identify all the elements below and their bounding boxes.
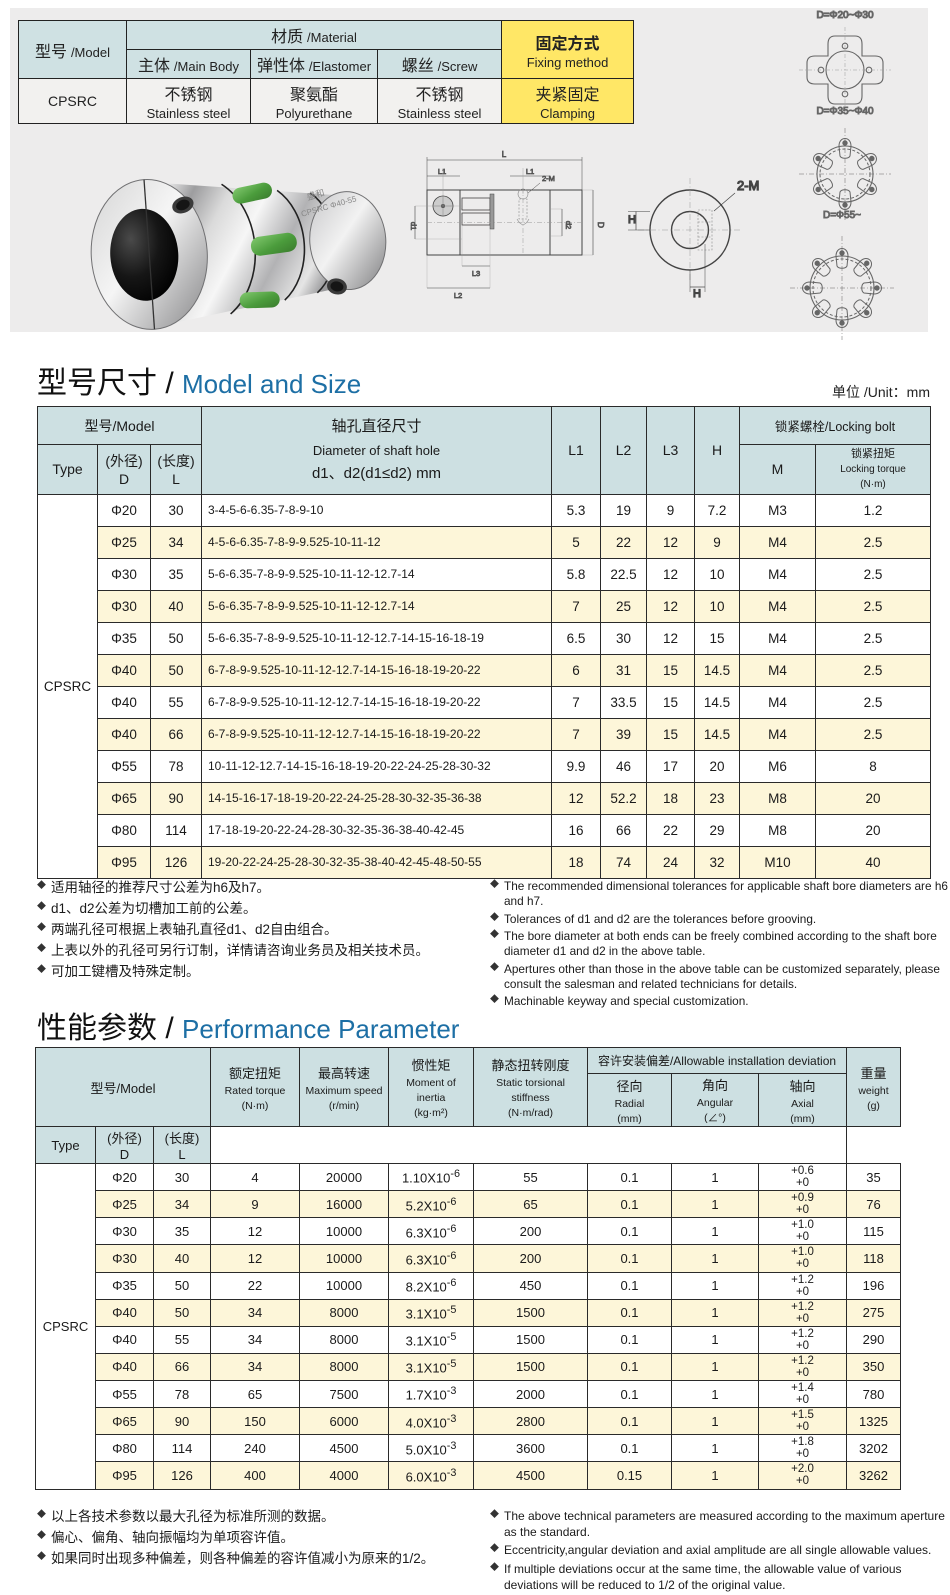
svg-text:D=Φ35~Φ40: D=Φ35~Φ40: [816, 106, 874, 117]
svg-text:L2: L2: [454, 291, 462, 300]
svg-text:d2: d2: [564, 221, 573, 229]
svg-text:H: H: [628, 214, 636, 226]
svg-text:D=Φ20~Φ30: D=Φ20~Φ30: [816, 10, 874, 21]
svg-text:D: D: [596, 222, 606, 228]
svg-text:L3: L3: [472, 269, 480, 278]
svg-text:L: L: [502, 150, 507, 159]
svg-text:2-M: 2-M: [542, 174, 555, 183]
svg-text:L1: L1: [526, 167, 534, 176]
svg-text:d1: d1: [409, 222, 418, 230]
svg-text:H: H: [693, 288, 701, 300]
svg-text:D=Φ55~: D=Φ55~: [823, 210, 861, 221]
svg-text:L1: L1: [438, 167, 446, 176]
